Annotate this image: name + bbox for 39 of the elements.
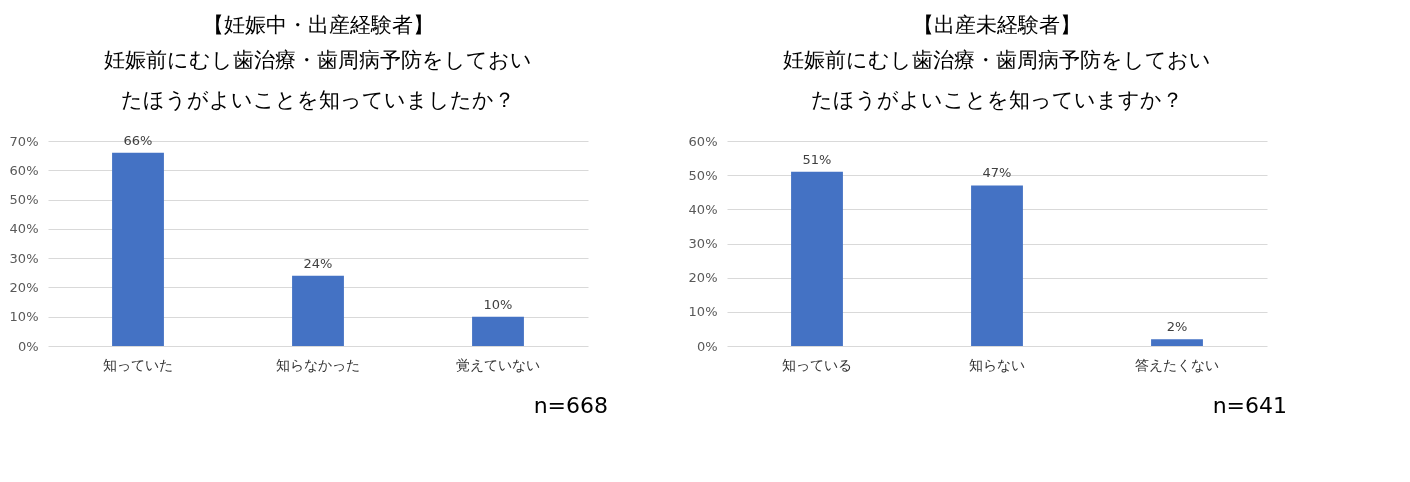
y-tick-label: 10% xyxy=(9,309,39,325)
data-label: 2% xyxy=(1166,319,1188,335)
y-tick-label: 40% xyxy=(688,201,718,217)
y-tick-label: 0% xyxy=(696,338,718,354)
text: n=641 xyxy=(1212,393,1287,418)
y-tick-label: 60% xyxy=(688,133,718,149)
chart-subtitle: 妊娠前にむし歯治療・歯周病予防をしておいたほうがよいことを知っていますか？ xyxy=(783,48,1211,112)
y-tick-label: 60% xyxy=(9,162,39,178)
bar xyxy=(292,275,344,346)
y-tick-label: 30% xyxy=(9,250,39,266)
y-tick-label: 10% xyxy=(688,304,718,320)
x-tick-label: 知っている xyxy=(782,356,852,373)
y-tick-label: 40% xyxy=(9,221,39,237)
y-tick-label: 50% xyxy=(9,192,39,208)
y-tick-label: 30% xyxy=(688,236,718,251)
data-label: 66% xyxy=(123,132,153,148)
chart-title: 【出産未経験者】 xyxy=(913,13,1081,37)
y-tick-label: 50% xyxy=(688,167,718,183)
bar xyxy=(1151,339,1203,346)
x-tick-label: 知らない xyxy=(969,356,1025,373)
x-tick-label: 覚えていない xyxy=(456,356,540,373)
x-tick-label: 知っていた xyxy=(103,356,173,373)
y-tick-label: 20% xyxy=(9,279,39,295)
data-label: 47% xyxy=(982,165,1012,181)
data-label: 51% xyxy=(802,151,832,167)
x-tick-label: 知らなかった xyxy=(276,356,360,373)
chart-title: 【妊娠中・出産経験者】 xyxy=(202,12,434,37)
chart-subtitle: 妊娠前にむし歯治療・歯周病予防をしておいたほうがよいことを知っていましたか？ xyxy=(104,47,532,112)
data-label: 24% xyxy=(303,255,333,271)
bar xyxy=(472,316,524,346)
y-tick-label: 20% xyxy=(688,270,718,286)
x-tick-label: 答えたくない xyxy=(1135,356,1219,373)
bar xyxy=(112,152,164,346)
text: n=668 xyxy=(533,393,608,418)
y-tick-label: 0% xyxy=(17,338,39,354)
bar xyxy=(791,171,843,346)
y-tick-label: 70% xyxy=(9,133,39,149)
bar xyxy=(971,185,1023,346)
data-label: 10% xyxy=(483,296,513,312)
